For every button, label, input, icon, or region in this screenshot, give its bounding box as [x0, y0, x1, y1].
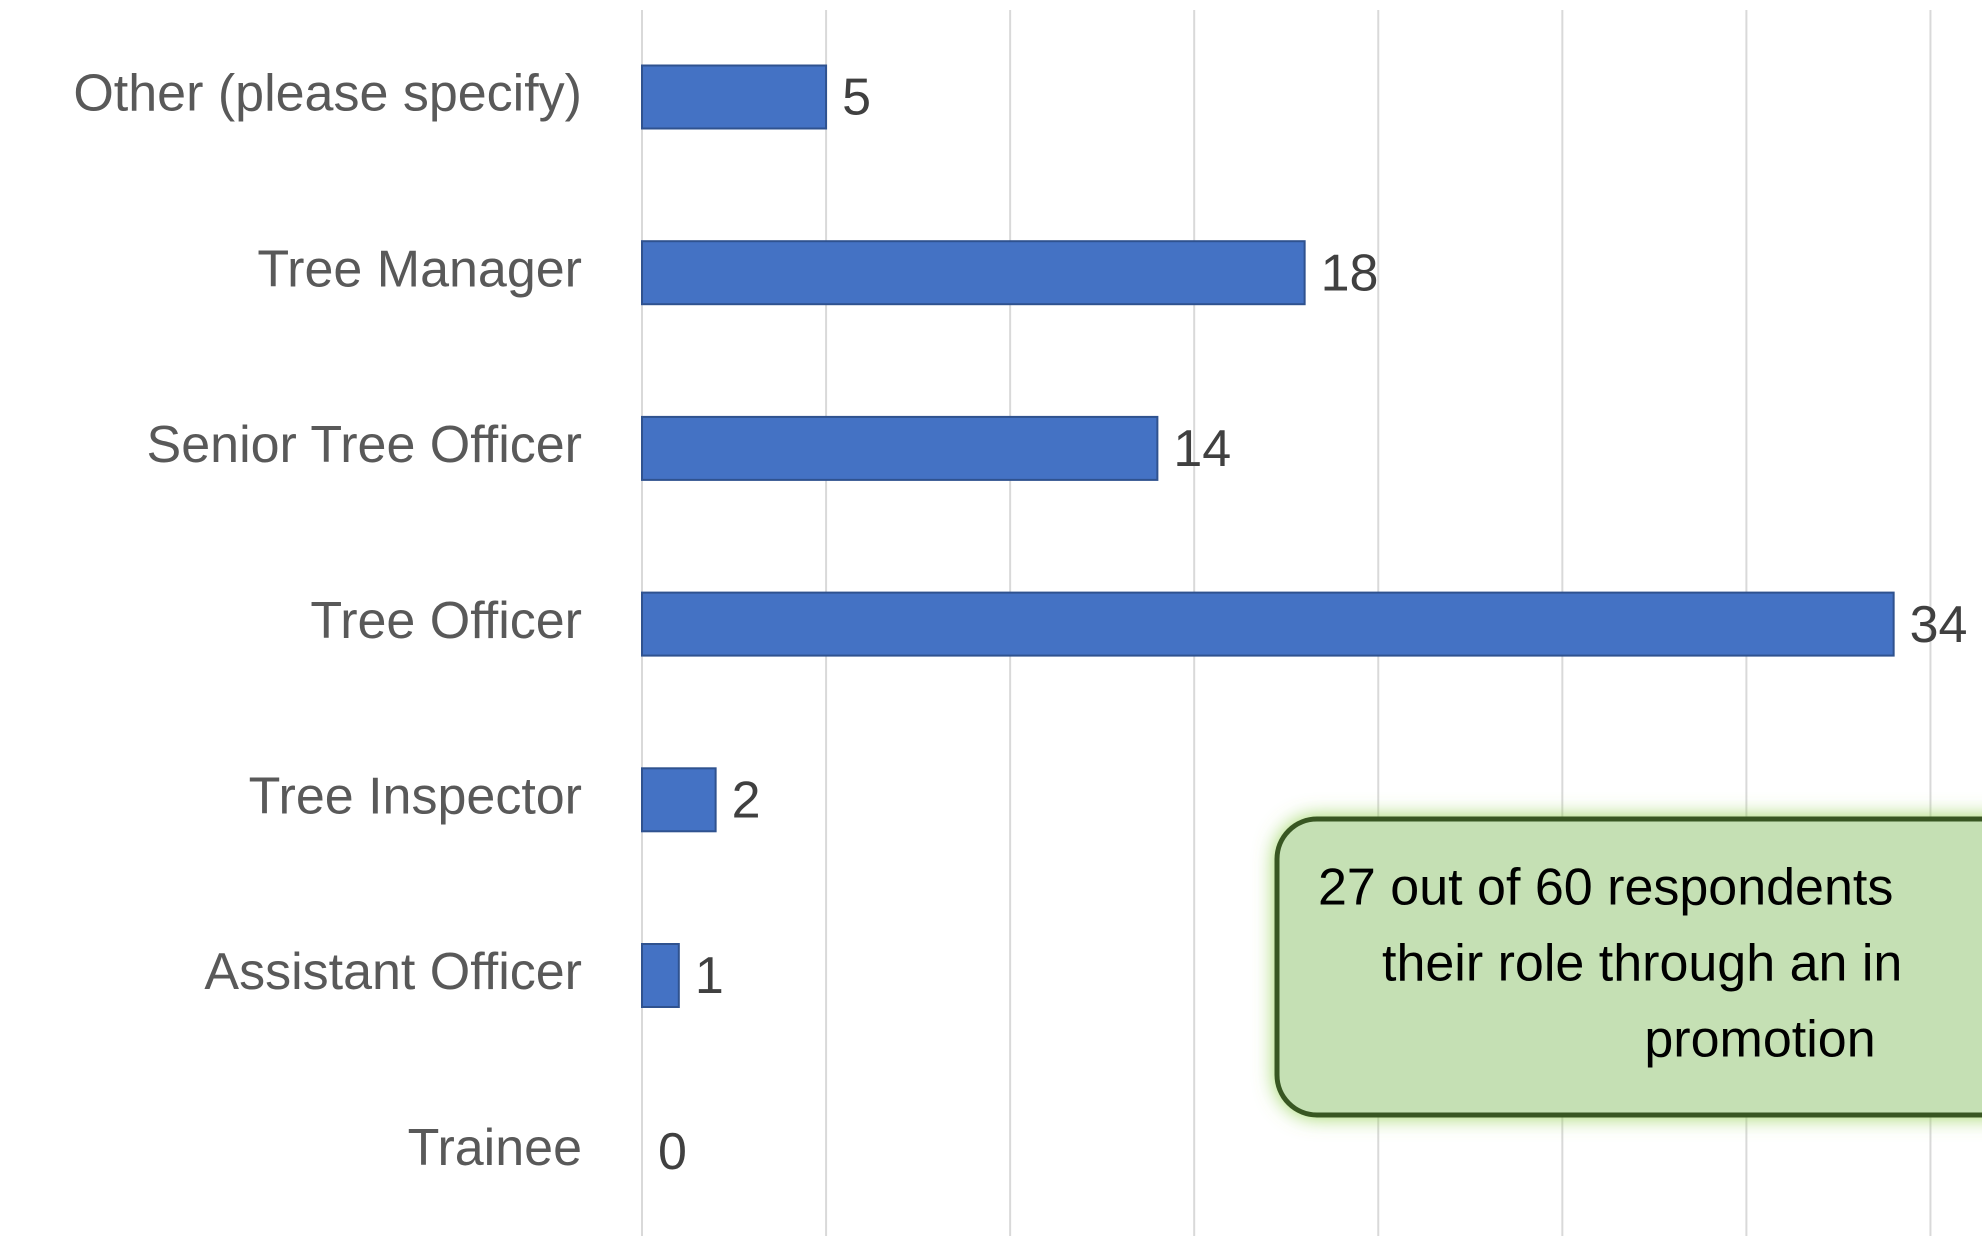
value-label: 14 [1173, 420, 1231, 478]
category-label: Trainee [408, 1119, 582, 1177]
value-label: 0 [658, 1123, 687, 1181]
bar [641, 767, 717, 833]
bar [641, 591, 1895, 657]
annotation-text: 27 out of 60 respondents [1318, 859, 1893, 917]
value-label: 1 [695, 947, 724, 1005]
value-label: 2 [732, 772, 761, 830]
value-label: 34 [1910, 596, 1968, 654]
category-label: Senior Tree Officer [147, 416, 582, 474]
category-label: Assistant Officer [204, 943, 582, 1001]
category-label: Tree Officer [310, 592, 582, 650]
annotation: 27 out of 60 respondents their role throu… [1274, 816, 1982, 1118]
bar [641, 64, 828, 130]
annotation-box [1274, 816, 1982, 1118]
annotation-text: their role through an in [1382, 935, 1902, 993]
category-label: Tree Manager [257, 240, 582, 298]
value-label: 5 [842, 69, 871, 127]
category-label: Tree Inspector [249, 768, 582, 826]
category-label: Other (please specify) [73, 65, 582, 123]
bars: Other (please specify) 5 Tree Manager 18 Sen… [73, 64, 1968, 1181]
annotation-text: promotion [1644, 1011, 1875, 1069]
bar [641, 943, 680, 1008]
value-label: 18 [1321, 244, 1379, 302]
bar [641, 415, 1159, 481]
bar [641, 240, 1306, 306]
